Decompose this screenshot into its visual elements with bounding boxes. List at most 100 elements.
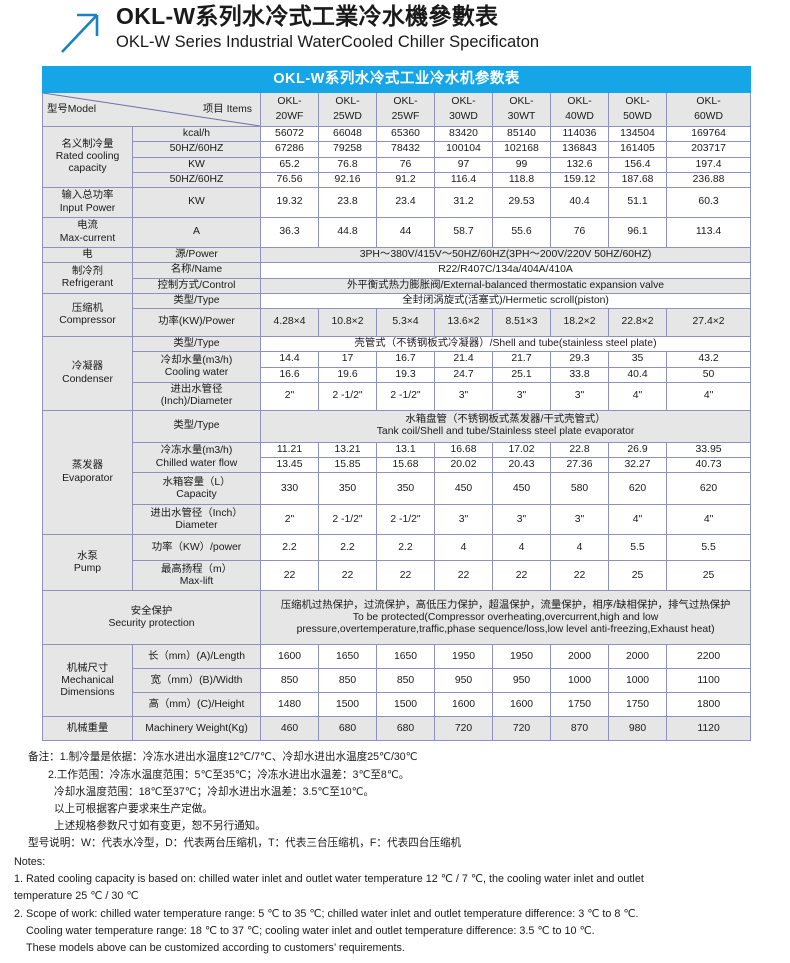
cell: 36.3 [260,217,319,249]
cell: 91.2 [376,171,435,189]
cell: 2200 [665,644,752,670]
note-en-1a: 1. Rated cooling capacity is based on: c… [14,873,644,886]
notes-chinese: 备注：1.制冷量是依据：冷冻水进出水温度12℃/7℃、冷却水进出水温度25℃/3… [0,741,790,852]
item-label: 高（mm）(C)/Height [132,692,261,718]
cell: 1480 [260,692,319,718]
table-row: 安全保护 Security protection 压缩机过热保护，过流保护，高低压… [42,590,752,646]
cell: 720 [434,716,493,742]
cell: 850 [376,668,435,694]
item-label: 进出水管径 (Inch)/Diameter [132,381,261,411]
item-label: KW [132,187,261,219]
item-label: 类型/Type [132,409,261,443]
cell: 33.8 [550,366,609,383]
cell: 56072 [260,125,319,143]
cell: 187.68 [608,171,667,189]
group-label-input-power: 输入总功率 Input Power [42,187,133,219]
cell: 950 [492,668,551,694]
item-label: 宽（mm）(B)/Width [132,668,261,694]
note-cn-3: 冷却水温度范围：18℃至37℃；冷却水进出水温差：3.5℃至10℃。 [54,785,375,798]
cell: 580 [550,472,609,506]
cell: 136843 [550,141,609,158]
specification-table: OKL-W系列水冷式工业冷水机参数表 型号Model 项目 Items OKL-… [41,66,752,742]
cell: 20.43 [492,457,551,474]
cell: 22 [260,560,319,592]
cell: 1000 [550,668,609,694]
table-row: 冷却水量(m3/h) Cooling water 14.4 17 16.7 21.… [43,351,752,383]
table-row: 机械尺寸 Mechanical Dimensions 长（mm）(A)/Length… [42,644,752,718]
cell: 132.6 [550,156,609,173]
cell: 44 [376,217,435,249]
cell: 2 -1/2" [318,504,377,536]
group-label-power-supply: 电 [42,247,133,264]
cell: 134504 [608,125,667,143]
cell: 950 [434,668,493,694]
cell: 2000 [550,644,609,670]
note-en-2a: 2. Scope of work: chilled water temperat… [14,907,639,920]
cell-refrigerant-name: R22/R407C/134a/404A/410A [259,262,752,279]
cell: 51.1 [608,187,667,219]
note-cn-4: 以上可根据客户要求来生产定做。 [54,802,213,815]
group-label-rated-cooling: 名义制冷量 Rated cooling capacity [42,125,133,189]
table-row: 进出水管径（Inch） Diameter 2" 2 -1/2" 2 -1/2" 3… [43,504,752,536]
cell: 2.2 [318,534,377,562]
security-text-en-1: To be protected(Compressor overheating,o… [352,611,659,623]
cell: 50 [665,366,752,383]
model-header-2: OKL- 25WF [376,92,435,127]
table-row: 功率(KW)/Power 4.28×4 10.8×2 5.3×4 13.6×2 … [43,308,752,338]
note-en-1b: temperature 25 ℃ / 30 ℃ [14,890,139,903]
cell: 22.8×2 [608,308,667,338]
note-cn-2: 2.工作范围：冷冻水温度范围：5℃至35℃；冷冻水进出水温差：3℃至8℃。 [48,768,410,781]
model-header-7: OKL- 60WD [665,92,752,127]
cell-security-protection: 压缩机过热保护，过流保护，高低压力保护，超温保护，流量保护，相序/缺相保护，排气… [259,590,752,646]
cell: 4 [550,534,609,562]
cell: 2" [260,504,319,536]
cell: 22 [550,560,609,592]
group-label-evaporator: 蒸发器 Evaporator [42,409,133,536]
arrow-up-right-logo [56,8,108,56]
table-row: 水泵 Pump 功率（KW）/power 2.2 2.2 2.2 4 4 4 5.… [42,534,752,592]
cell: 16.68 [434,441,493,459]
cell: 4" [665,381,752,411]
group-label-refrigerant: 制冷剂 Refrigerant [42,262,133,294]
cell: 1500 [376,692,435,718]
cell: 17.02 [492,441,551,459]
cell: 5.5 [665,534,752,562]
cell: 40.4 [550,187,609,219]
cell: 32.27 [608,457,667,474]
cell: 8.51×3 [492,308,551,338]
table-row: 13.45 15.85 15.68 20.02 20.43 27.36 32.2… [43,457,752,474]
cell: 2 -1/2" [318,381,377,411]
cell: 76 [376,156,435,173]
model-header-4: OKL- 30WT [492,92,551,127]
cell: 350 [318,472,377,506]
table-banner: OKL-W系列水冷式工业冷水机参数表 [41,66,752,93]
cell: 55.6 [492,217,551,249]
group-label-condenser: 冷凝器 Condenser [42,336,133,411]
cell: 13.45 [260,457,319,474]
cell: 1120 [665,716,752,742]
note-en-2b: Cooling water temperature range: 18 ℃ to… [26,924,595,937]
cell: 2.2 [376,534,435,562]
note-cn-5: 上述规格参数尺寸如有变更，恕不另行通知。 [54,820,266,833]
cell: 13.6×2 [434,308,493,338]
page-title-cn: OKL-W系列水冷式工業冷水機參數表 [116,3,499,29]
cell: 29.53 [492,187,551,219]
cell: 5.5 [608,534,667,562]
group-label-security: 安全保护 Security protection [42,590,261,646]
table-row: 水箱容量（L） Capacity 330 350 350 450 450 580 … [43,472,752,506]
item-label: 50HZ/60HZ [132,141,261,158]
cell: 3" [550,504,609,536]
table-row: 50HZ/60HZ 67286 79258 78432 100104 10216… [43,141,752,158]
item-label: 冷却水量(m3/h) Cooling water [132,351,261,383]
cell: 114036 [550,125,609,143]
cell: 450 [492,472,551,506]
cell: 870 [550,716,609,742]
cell: 2 -1/2" [376,381,435,411]
cell: 156.4 [608,156,667,173]
cell: 18.2×2 [550,308,609,338]
cell: 92.16 [318,171,377,189]
group-label-max-current: 电流 Max-current [42,217,133,249]
cell: 3" [492,504,551,536]
cell: 2" [260,381,319,411]
table-row: 最高扬程（m） Max-lift 22 22 22 22 22 22 25 25 [43,560,752,592]
